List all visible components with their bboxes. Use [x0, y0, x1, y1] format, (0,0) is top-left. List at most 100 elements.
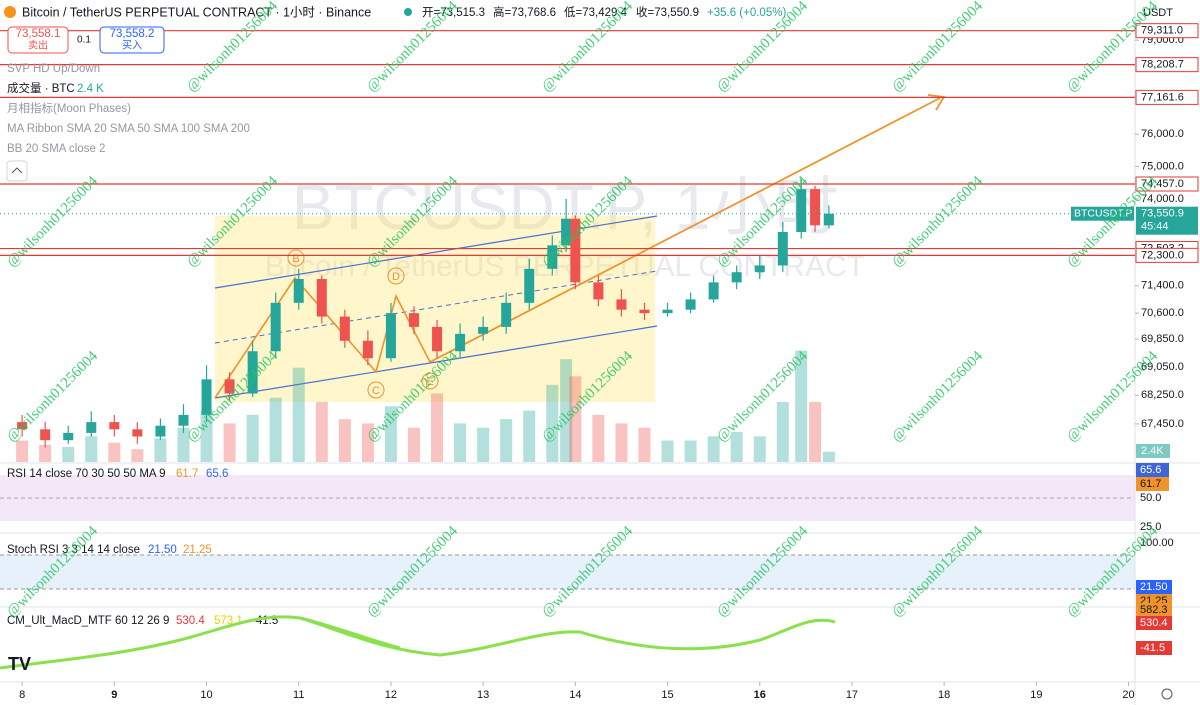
rsi-axis: 25.0	[1140, 521, 1161, 533]
volume-bar	[822, 451, 835, 462]
candle-body	[109, 422, 120, 430]
indicator-legend[interactable]: 成交量 · BTC	[7, 81, 75, 95]
candle-body	[823, 213, 834, 226]
rsi-ma: 65.6	[206, 468, 228, 480]
volume-bar	[523, 410, 536, 462]
pattern-zigzag	[214, 276, 431, 399]
indicator-legend[interactable]: MA Ribbon SMA 20 SMA 50 SMA 100 SMA 200	[7, 123, 250, 135]
last-price-badge	[1136, 206, 1198, 235]
ohlc-open: 开=73,515.3	[422, 7, 485, 19]
time-tick-label: 17	[846, 689, 858, 701]
candle-body	[754, 265, 765, 273]
volume-bar	[154, 438, 167, 462]
macd-curve	[0, 615, 401, 670]
level-badge	[1135, 57, 1199, 73]
axis-badge	[1136, 463, 1169, 477]
axis-badge	[1136, 641, 1172, 655]
macd-axis: -41.5	[1140, 642, 1165, 654]
level-badge	[1135, 89, 1199, 105]
macd-value: 530.4	[176, 615, 205, 627]
volume-bar	[546, 384, 559, 462]
rsi-title[interactable]: RSI 14 close 70 30 50 50 MA 9	[7, 468, 166, 480]
time-tick-label: 14	[569, 689, 581, 701]
volume-bar	[108, 442, 121, 462]
candle-body	[810, 189, 821, 226]
price-tick-label: 69,050.0	[1141, 361, 1184, 373]
candle-body	[616, 299, 627, 310]
stoch-axis: 21.50	[1140, 581, 1168, 593]
buy-label[interactable]: 买入	[122, 40, 142, 52]
indicator-legend[interactable]: 月相指标(Moon Phases)	[7, 101, 131, 115]
price-tick-label: 75,000.0	[1141, 160, 1184, 172]
volume-bar	[131, 449, 144, 462]
point-label: C	[372, 385, 380, 397]
candle-body	[662, 309, 673, 314]
buy-price[interactable]: 73,558.2	[110, 28, 155, 40]
ohlc-high: 高=73,768.6	[493, 5, 556, 19]
ohlc-close: 收=73,550.9	[636, 5, 699, 19]
candle-body	[17, 422, 28, 430]
volume-bar	[62, 447, 75, 462]
level-badge	[1135, 23, 1199, 39]
price-tick-label: 71,400.0	[1141, 280, 1184, 292]
volume-bar	[223, 423, 236, 462]
sell-button[interactable]	[7, 26, 69, 54]
indicator-legend[interactable]: SVP HD Up/Down	[7, 63, 100, 75]
time-tick-label: 9	[111, 689, 117, 701]
point-marker	[367, 381, 385, 399]
level-label: 77,161.6	[1141, 91, 1184, 103]
volume-bar	[500, 419, 513, 462]
candle-body	[639, 309, 650, 314]
buy-button[interactable]	[99, 26, 165, 54]
point-label: E	[426, 376, 433, 388]
candle-body	[316, 278, 327, 317]
volume-bar	[16, 440, 29, 462]
stoch-title[interactable]: Stoch RSI 3 3 14 14 close	[7, 544, 140, 556]
price-tick-label: 68,250.0	[1141, 389, 1184, 401]
sell-price[interactable]: 73,558.1	[16, 28, 61, 40]
point-marker	[421, 372, 439, 390]
level-badge	[1135, 247, 1199, 263]
time-tick-label: 11	[293, 689, 304, 701]
stoch-k: 21.50	[148, 544, 177, 556]
volume-label: 2.4K	[1141, 445, 1164, 457]
volume-bar	[684, 440, 697, 462]
candle-body	[593, 282, 604, 300]
quantity[interactable]: 0.1	[77, 35, 91, 46]
collapse-icon	[11, 167, 23, 174]
candle-body	[385, 313, 396, 359]
settings-icon[interactable]	[1161, 688, 1173, 700]
status-dot	[404, 8, 412, 16]
currency-label[interactable]: USDT	[1143, 7, 1173, 19]
symbol-title: Bitcoin / TetherUS PERPETUAL CONTRACT · …	[22, 5, 371, 19]
volume-bar	[477, 427, 490, 462]
candle-body	[796, 189, 807, 232]
price-tick-label: 69,850.0	[1141, 333, 1184, 345]
volume-bar	[795, 350, 808, 462]
candle-body	[178, 414, 189, 426]
price-tick-label: 67,450.0	[1141, 418, 1184, 430]
axis-badge	[1136, 477, 1169, 491]
rsi-axis: 65.6	[1140, 464, 1161, 476]
last-price-badge	[1071, 206, 1134, 221]
volume-bar	[661, 440, 674, 462]
volume-bar	[292, 367, 305, 462]
macd-axis: 530.4	[1140, 617, 1168, 629]
collapse-button[interactable]	[6, 160, 28, 182]
point-label: D	[392, 271, 400, 283]
candle-body	[293, 278, 304, 303]
candle-body	[455, 333, 466, 352]
macd-title[interactable]: CM_Ult_MacD_MTF 60 12 26 9	[7, 615, 169, 627]
rsi-axis: 61.7	[1140, 478, 1161, 490]
time-tick-label: 10	[200, 689, 212, 701]
volume-bar	[200, 410, 213, 462]
point-label: B	[292, 253, 299, 265]
indicator-legend[interactable]: BB 20 SMA close 2	[7, 143, 105, 155]
target-arrow	[429, 97, 941, 363]
rsi-axis: 50.0	[1140, 492, 1161, 504]
volume-bar	[338, 419, 351, 462]
sell-label[interactable]: 卖出	[28, 39, 48, 52]
volume-bar	[384, 406, 397, 462]
axis-badge	[1136, 616, 1172, 630]
